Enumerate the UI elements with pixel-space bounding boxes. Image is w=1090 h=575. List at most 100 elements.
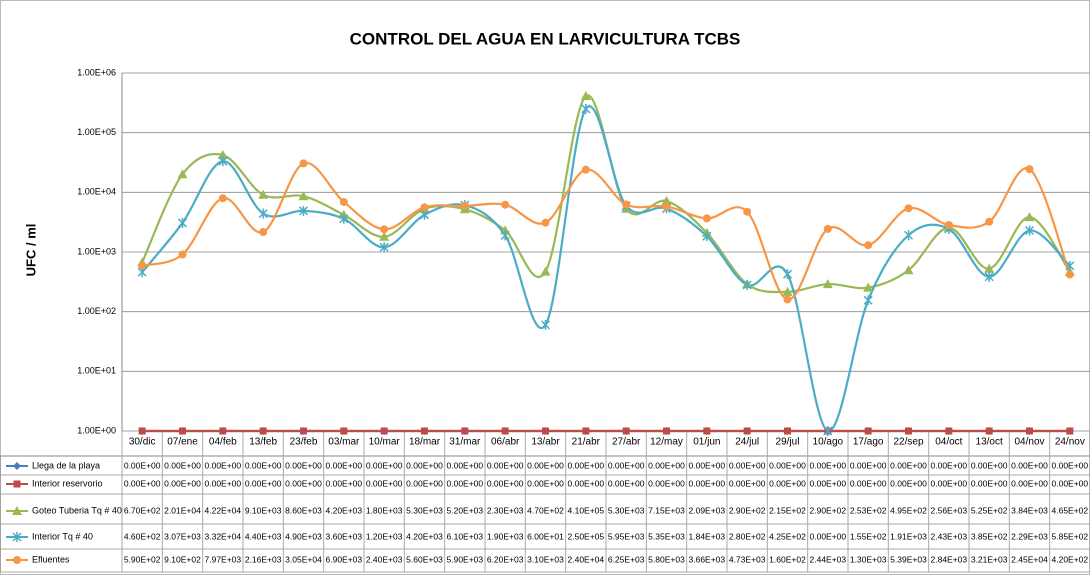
- table-cell: 0.00E+00: [326, 478, 363, 488]
- table-cell: 2.15E+02: [769, 505, 806, 515]
- x-tick-label: 30/dic: [129, 437, 156, 448]
- table-cell: 0.00E+00: [850, 478, 887, 488]
- table-cell: 5.60E+03: [406, 554, 443, 564]
- marker: [743, 207, 752, 216]
- x-tick-label: 13/oct: [976, 437, 1003, 448]
- legend-label: Goteo Tuberia Tq # 40: [32, 505, 122, 515]
- table-cell: 0.00E+00: [124, 478, 161, 488]
- marker: [985, 427, 993, 435]
- marker: [661, 196, 672, 206]
- table-cell: 6.00E+01: [527, 531, 564, 541]
- table-cell: 6.10E+03: [447, 531, 484, 541]
- table-cell: 4.40E+03: [245, 531, 282, 541]
- table-cell: 0.00E+00: [285, 478, 322, 488]
- table-cell: 0.00E+00: [648, 478, 685, 488]
- table-cell: 0.00E+00: [890, 460, 927, 470]
- table-cell: 1.55E+02: [850, 531, 887, 541]
- table-cell: 5.35E+03: [648, 531, 685, 541]
- marker: [460, 202, 469, 211]
- table-cell: 2.40E+04: [568, 554, 605, 564]
- legend-label: Interior reservorio: [32, 478, 103, 488]
- table-cell: 4.20E+03: [406, 531, 443, 541]
- table-cell: 1.90E+03: [487, 531, 524, 541]
- marker: [258, 208, 268, 219]
- table-cell: 3.07E+03: [164, 531, 201, 541]
- marker: [903, 230, 914, 241]
- table-cell: 2.43E+03: [931, 531, 968, 541]
- x-tick-label: 24/jul: [735, 437, 759, 448]
- table-cell: 0.00E+00: [245, 478, 282, 488]
- table-cell: 5.90E+02: [124, 554, 161, 564]
- table-cell: 4.60E+02: [124, 531, 161, 541]
- table-cell: 6.25E+03: [608, 554, 645, 564]
- y-tick-label: 1.00E+01: [77, 366, 116, 376]
- table-cell: 0.00E+00: [205, 478, 242, 488]
- table-cell: 0.00E+00: [769, 478, 806, 488]
- table-cell: 2.84E+03: [931, 554, 968, 564]
- marker: [903, 265, 914, 275]
- marker: [1065, 270, 1074, 279]
- y-tick-label: 1.00E+04: [77, 187, 116, 197]
- table-cell: 0.00E+00: [406, 460, 443, 470]
- marker: [1024, 212, 1035, 222]
- table-cell: 0.00E+00: [729, 460, 766, 470]
- table-cell: 4.73E+03: [729, 554, 766, 564]
- marker: [259, 427, 267, 435]
- marker: [984, 263, 995, 273]
- x-tick-label: 06/abr: [491, 437, 520, 448]
- marker: [13, 556, 21, 564]
- table-cell: 1.20E+03: [366, 531, 403, 541]
- table-cell: 3.21E+03: [971, 554, 1008, 564]
- table-cell: 5.39E+03: [890, 554, 927, 564]
- table-cell: 5.80E+03: [648, 554, 685, 564]
- marker: [985, 217, 994, 226]
- table-cell: 1.80E+03: [366, 505, 403, 515]
- table-cell: 0.00E+00: [931, 460, 968, 470]
- y-tick-label: 1.00E+05: [77, 127, 116, 137]
- table-cell: 0.00E+00: [527, 478, 564, 488]
- x-tick-label: 10/mar: [369, 437, 401, 448]
- table-cell: 2.50E+05: [568, 531, 605, 541]
- marker: [702, 231, 712, 242]
- table-cell: 5.25E+02: [971, 505, 1008, 515]
- marker: [379, 231, 390, 241]
- table-cell: 2.29E+03: [1011, 531, 1048, 541]
- table-cell: 0.00E+00: [124, 460, 161, 470]
- marker: [501, 200, 510, 209]
- marker: [582, 427, 590, 435]
- series-line: [141, 105, 1071, 433]
- x-tick-label: 13/feb: [249, 437, 277, 448]
- marker: [703, 427, 711, 435]
- marker: [339, 197, 348, 206]
- table-cell: 2.90E+02: [810, 505, 847, 515]
- x-tick-label: 21/abr: [572, 437, 601, 448]
- marker: [540, 319, 551, 330]
- x-tick-label: 01/jun: [693, 437, 720, 448]
- series-line: [141, 161, 1071, 301]
- marker: [340, 427, 348, 435]
- table-cell: 0.00E+00: [810, 460, 847, 470]
- marker: [420, 203, 429, 212]
- table-cell: 0.00E+00: [487, 478, 524, 488]
- table-cell: 6.20E+03: [487, 554, 524, 564]
- marker: [663, 427, 670, 435]
- table-cell: 2.56E+03: [931, 505, 968, 515]
- marker: [904, 204, 913, 213]
- table-cell: 1.60E+02: [769, 554, 806, 564]
- marker: [501, 427, 509, 435]
- legend-label: Efluentes: [32, 554, 70, 564]
- marker: [864, 241, 873, 250]
- table-cell: 0.00E+00: [850, 460, 887, 470]
- marker: [12, 506, 22, 515]
- table-cell: 4.70E+02: [527, 505, 564, 515]
- table-cell: 2.16E+03: [245, 554, 282, 564]
- table-cell: 3.05E+04: [285, 554, 322, 564]
- table-cell: 5.30E+03: [608, 505, 645, 515]
- x-tick-label: 27/abr: [612, 437, 641, 448]
- marker: [944, 220, 953, 229]
- table-cell: 0.00E+00: [568, 460, 605, 470]
- table-cell: 0.00E+00: [285, 460, 322, 470]
- table-cell: 6.90E+03: [326, 554, 363, 564]
- table-cell: 0.00E+00: [769, 460, 806, 470]
